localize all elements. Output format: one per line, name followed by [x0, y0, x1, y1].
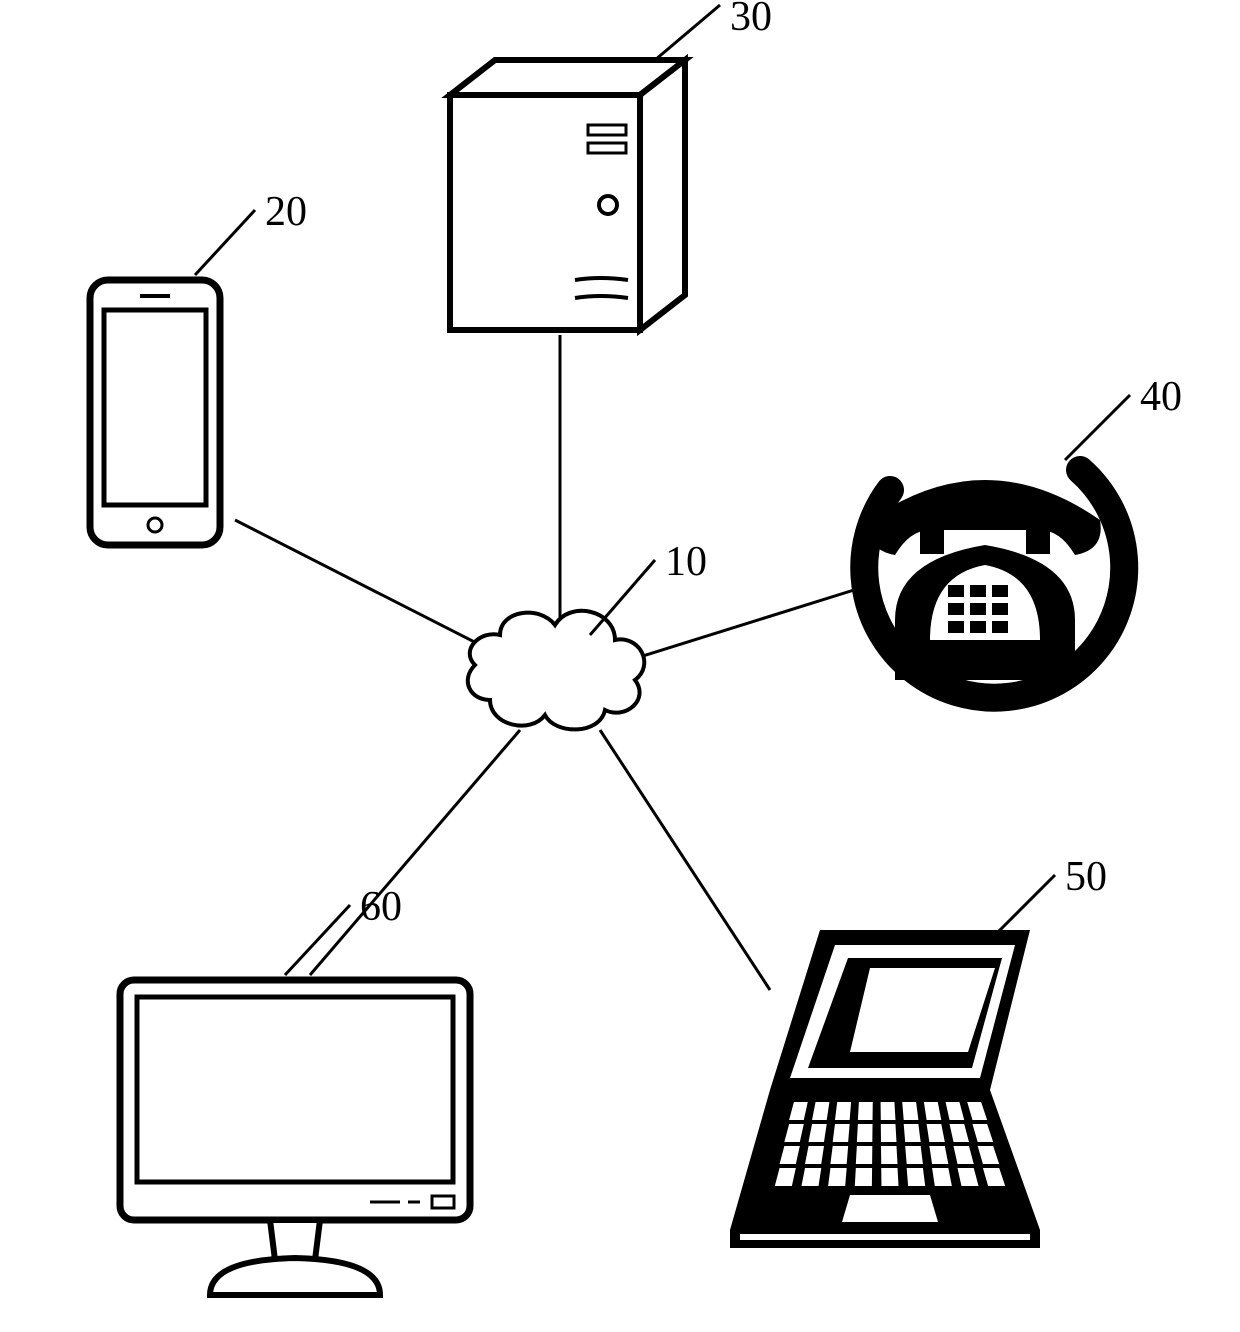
label-telephone: 40: [1140, 374, 1182, 420]
laptop-icon: [730, 930, 1040, 1248]
lead-line-phone: [195, 210, 255, 275]
cloud-icon: [468, 611, 644, 730]
label-phone: 20: [265, 189, 307, 235]
telephone-icon: [864, 470, 1124, 698]
server-icon: [450, 60, 685, 330]
labels: 10 20 30 40 50 60: [265, 0, 1182, 930]
lead-line-cloud: [590, 560, 655, 635]
lead-line-server: [655, 5, 720, 60]
smartphone-icon: [90, 280, 220, 545]
label-cloud: 10: [665, 539, 707, 585]
edge-cloud-laptop: [600, 730, 770, 990]
label-server: 30: [730, 0, 772, 40]
lead-line-telephone: [1065, 395, 1130, 460]
label-monitor: 60: [360, 884, 402, 930]
edge-cloud-telephone: [630, 585, 870, 660]
label-laptop: 50: [1065, 854, 1107, 900]
network-diagram: 10 20 30 40 50 60: [0, 0, 1240, 1332]
monitor-icon: [120, 980, 470, 1295]
edge-cloud-monitor: [310, 730, 520, 975]
edge-cloud-phone: [235, 520, 500, 655]
